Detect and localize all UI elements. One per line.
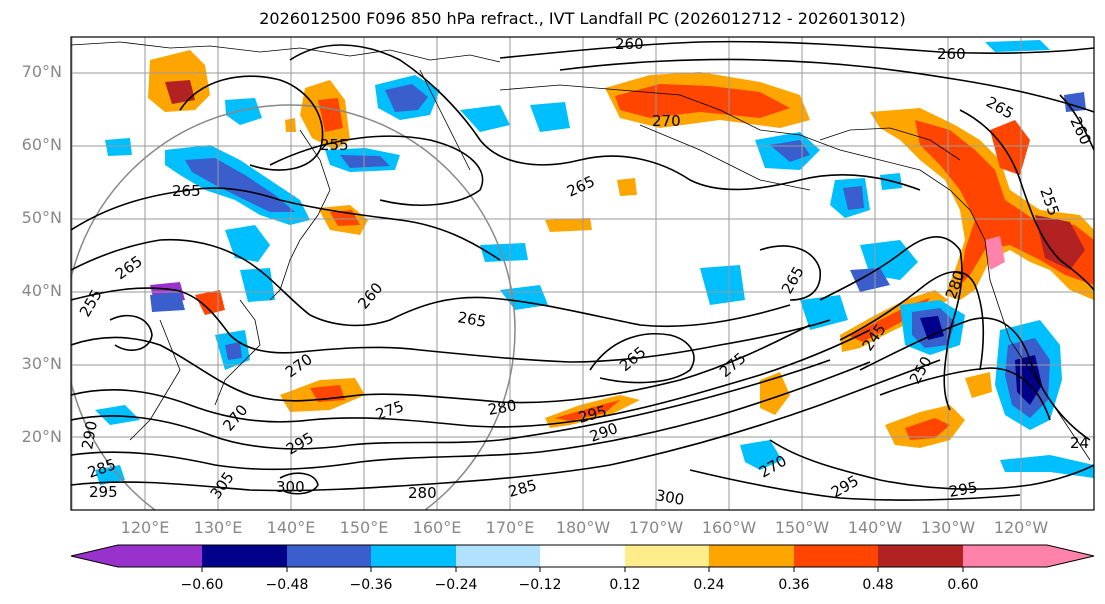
lon-label: 140°E (266, 518, 316, 537)
lon-label: 150°E (339, 518, 389, 537)
contour-label: 24 (1070, 434, 1089, 452)
contour-label: 295 (89, 483, 118, 501)
lon-label: 120°E (120, 518, 170, 537)
contour-label: 280 (487, 396, 518, 419)
colorbar-tick-label: −0.60 (180, 577, 224, 593)
colorbar-segment (794, 545, 878, 567)
colorbar-segment (625, 545, 709, 567)
contour-label: 260 (615, 35, 644, 53)
lon-label: 160°E (412, 518, 462, 537)
lat-label: 30°N (21, 354, 62, 373)
map-title: 2026012500 F096 850 hPa refract., IVT La… (259, 9, 906, 28)
contour-label: 300 (654, 486, 685, 509)
colorbar-tick-label: 0.24 (693, 577, 725, 593)
colorbar-tick-label: 0.60 (947, 577, 979, 593)
colorbar-extend-high (1047, 545, 1094, 567)
colorbar-tick-label: −0.24 (434, 577, 478, 593)
contour-label: 295 (948, 478, 979, 501)
lon-label: 120°W (993, 518, 1049, 537)
colorbar-segment (287, 545, 371, 567)
lon-label: 140°W (847, 518, 903, 537)
colorbar-tick-label: 0.48 (862, 577, 894, 593)
colorbar-segment (540, 545, 625, 567)
colorbar-tick-label: 0.36 (778, 577, 810, 593)
lat-label: 50°N (21, 208, 62, 227)
colorbar (70, 544, 1095, 572)
contour-label: 280 (408, 484, 437, 502)
colorbar-tick-label: −0.12 (518, 577, 562, 593)
lon-label: 130°E (193, 518, 243, 537)
lon-label: 170°E (485, 518, 535, 537)
lat-label: 40°N (21, 281, 62, 300)
colorbar-segment (118, 545, 202, 567)
lon-label: 170°W (628, 518, 684, 537)
lon-label: 160°W (701, 518, 757, 537)
colorbar-segment (963, 545, 1047, 567)
contour-label: 265 (172, 182, 201, 200)
refractivity-contours (71, 40, 1094, 501)
contour-label: 265 (456, 308, 487, 331)
graticule-grid (71, 37, 1094, 510)
colorbar-segment (202, 545, 287, 567)
contour-label: 300 (276, 478, 305, 496)
colorbar-segment (456, 545, 540, 567)
lat-label: 70°N (21, 62, 62, 81)
landfall-region-circle (71, 104, 516, 510)
lat-label: 20°N (21, 427, 62, 446)
colorbar-extend-low (71, 545, 118, 567)
contour-label: 260 (937, 45, 966, 63)
contour-label: 270 (652, 112, 681, 130)
colorbar-tick-label: −0.48 (265, 577, 309, 593)
coastlines (71, 41, 1091, 461)
lon-label: 130°W (920, 518, 976, 537)
colorbar-segment (371, 545, 456, 567)
colorbar-tick-label: −0.36 (349, 577, 393, 593)
lon-label: 180°W (555, 518, 611, 537)
lat-label: 60°N (21, 135, 62, 154)
lon-label: 150°W (774, 518, 830, 537)
contour-label: 255 (320, 136, 349, 154)
map-frame (70, 36, 1095, 511)
colorbar-segment (878, 545, 963, 567)
colorbar-outline (70, 544, 1095, 568)
colorbar-tick-label: 0.12 (609, 577, 641, 593)
colorbar-segment (709, 545, 794, 567)
contour-label: 290 (78, 419, 101, 450)
